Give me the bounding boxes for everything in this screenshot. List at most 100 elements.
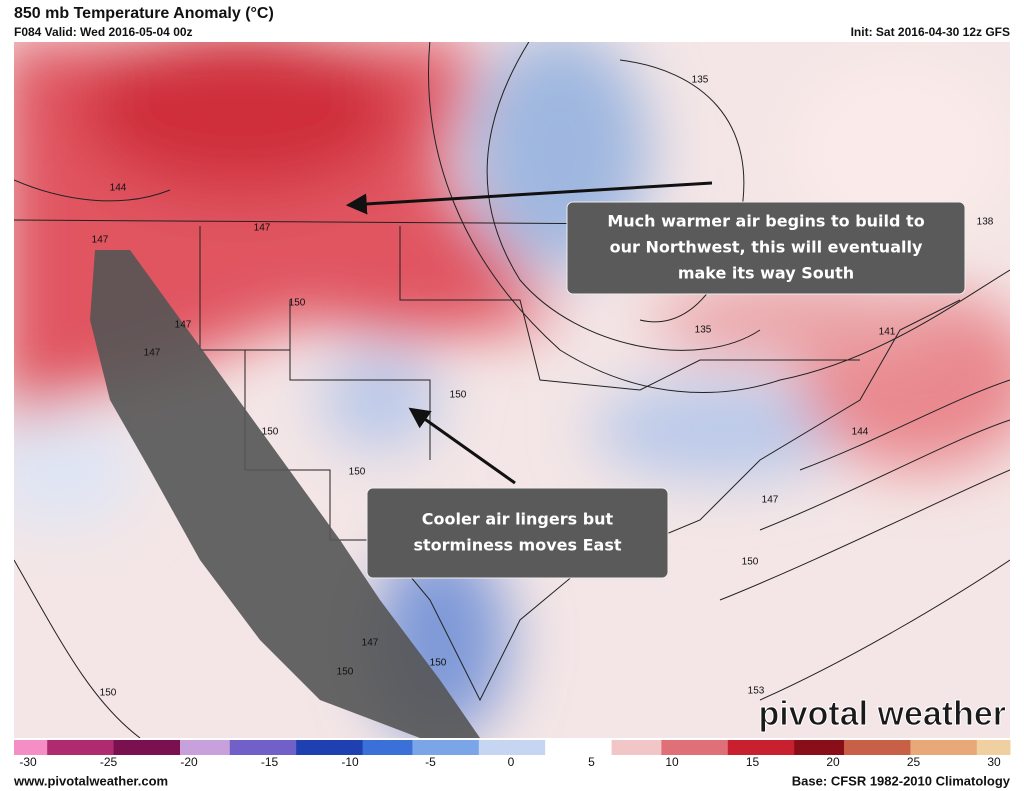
colorbar-cell: [263, 740, 281, 755]
annotation-text: make its way South: [678, 264, 854, 283]
colorbar-cell: [611, 740, 629, 755]
colorbar-cell: [395, 740, 413, 755]
colorbar-label: 30: [987, 755, 1001, 769]
colorbar-label: 15: [746, 755, 760, 769]
contour-label: 147: [144, 348, 161, 359]
colorbar-cell: [960, 740, 978, 755]
colorbar-cell: [246, 740, 264, 755]
contour-label: 150: [349, 467, 366, 478]
colorbar-cell: [296, 740, 314, 755]
colorbar-cell: [213, 740, 231, 755]
contour-label: 135: [695, 325, 712, 336]
colorbar-cell: [180, 740, 198, 755]
annotation-box: [366, 487, 669, 579]
colorbar-cell: [877, 740, 895, 755]
colorbar-cell: [976, 740, 994, 755]
colorbar-cell: [379, 740, 397, 755]
colorbar-cell: [196, 740, 214, 755]
contour-label: 147: [762, 495, 779, 506]
colorbar-cell: [312, 740, 330, 755]
arrow: [408, 407, 516, 485]
colorbar-cell: [561, 740, 579, 755]
colorbar-cell: [844, 740, 862, 755]
colorbar-cell: [578, 740, 596, 755]
colorbar-cell: [146, 740, 164, 755]
footer-right: Base: CFSR 1982-2010 Climatology: [792, 773, 1011, 788]
colorbar-cell: [694, 740, 712, 755]
contour-label: 150: [100, 688, 117, 699]
colorbar-cell: [80, 740, 98, 755]
contour-label: 147: [175, 320, 192, 331]
contour-label: 153: [748, 686, 765, 697]
annotation-text: Cooler air lingers but: [422, 510, 614, 529]
colorbar-cell: [628, 740, 646, 755]
contour-label: 141: [879, 327, 896, 338]
colorbar-label: 25: [907, 755, 921, 769]
colorbar-label: -10: [341, 755, 359, 769]
contour-label: 150: [289, 298, 306, 309]
colorbar-cell: [761, 740, 779, 755]
colorbar-cell: [14, 740, 32, 755]
colorbar-cell: [279, 740, 297, 755]
colorbar-cell: [445, 740, 463, 755]
colorbar-label: -5: [425, 755, 436, 769]
contour-label: 150: [337, 667, 354, 678]
colorbar-cell: [893, 740, 911, 755]
contour-label: 147: [254, 223, 271, 234]
colorbar-cell: [993, 740, 1011, 755]
colorbar-cell: [644, 740, 662, 755]
colorbar-cell: [47, 740, 65, 755]
title: 850 mb Temperature Anomaly (°C): [14, 5, 274, 22]
colorbar-cell: [429, 740, 447, 755]
contour-label: 150: [742, 557, 759, 568]
colorbar-cell: [329, 740, 347, 755]
colorbar-label: -25: [100, 755, 118, 769]
colorbar-label: 0: [508, 755, 515, 769]
colorbar-cell: [595, 740, 613, 755]
colorbar-cell: [462, 740, 480, 755]
colorbar-cell: [362, 740, 380, 755]
colorbar-label: 5: [588, 755, 595, 769]
colorbar-cell: [163, 740, 181, 755]
colorbar-cell: [512, 740, 530, 755]
colorbar-cell: [860, 740, 878, 755]
contour-label: 150: [262, 427, 279, 438]
contour-label: 144: [110, 183, 127, 194]
colorbar-cell: [777, 740, 795, 755]
colorbar-cell: [97, 740, 115, 755]
colorbar-cell: [130, 740, 148, 755]
colorbar-cell: [678, 740, 696, 755]
colorbar-cell: [229, 740, 247, 755]
colorbar-cell: [827, 740, 845, 755]
colorbar-cell: [495, 740, 513, 755]
colorbar-cell: [744, 740, 762, 755]
colorbar-cell: [528, 740, 546, 755]
colorbar-label: -15: [261, 755, 279, 769]
map: [14, 42, 1010, 738]
colorbar-cell: [30, 740, 48, 755]
init-time: Init: Sat 2016-04-30 12z GFS: [851, 25, 1010, 39]
colorbar-label: -20: [180, 755, 198, 769]
contour-label: 147: [92, 235, 109, 246]
annotation-box: [566, 201, 966, 295]
contour-label: 147: [362, 638, 379, 649]
colorbar-cell: [545, 740, 563, 755]
colorbar-cell: [794, 740, 812, 755]
colorbar-label: 10: [665, 755, 679, 769]
logo: pivotal weather: [758, 695, 1006, 733]
contour-label: 150: [450, 390, 467, 401]
colorbar-cell: [927, 740, 945, 755]
contour-label: 150: [430, 658, 447, 669]
colorbar-cell: [661, 740, 679, 755]
colorbar-cell: [478, 740, 496, 755]
annotation-text: Much warmer air begins to build to: [607, 212, 924, 231]
footer-left: www.pivotalweather.com: [13, 773, 168, 788]
colorbar-label: 20: [826, 755, 840, 769]
colorbar-cell: [711, 740, 729, 755]
colorbar-cell: [113, 740, 131, 755]
colorbar-cell: [727, 740, 745, 755]
colorbar-cell: [910, 740, 928, 755]
colorbar-cell: [412, 740, 430, 755]
annotation-text: our Northwest, this will eventually: [610, 238, 923, 257]
